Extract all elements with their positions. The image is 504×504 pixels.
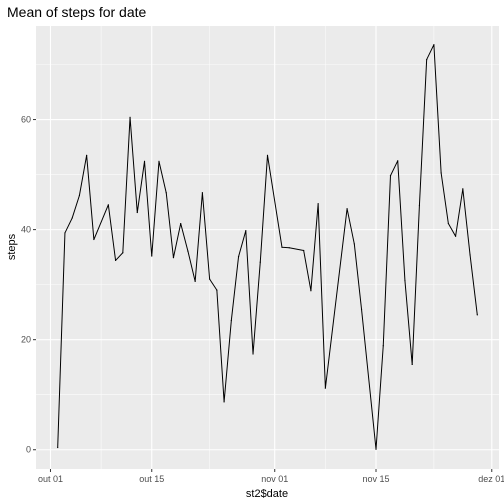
data-point — [318, 203, 319, 204]
x-axis-title: st2$date — [246, 488, 288, 500]
y-tick-label: 20 — [21, 335, 31, 345]
data-point — [144, 161, 145, 162]
data-point — [375, 449, 376, 450]
data-point — [223, 401, 224, 402]
data-point — [231, 320, 232, 321]
data-point — [245, 230, 246, 231]
x-tick-label: dez 01 — [478, 474, 504, 484]
data-point — [404, 280, 405, 281]
data-point — [202, 192, 203, 193]
data-point — [86, 155, 87, 156]
x-tick-label: out 15 — [139, 474, 164, 484]
data-point — [477, 314, 478, 315]
data-point — [469, 254, 470, 255]
data-point — [281, 247, 282, 248]
data-point — [303, 250, 304, 251]
data-point — [173, 257, 174, 258]
data-point — [57, 447, 58, 448]
data-point — [325, 388, 326, 389]
data-point — [93, 239, 94, 240]
chart-title: Mean of steps for date — [7, 4, 147, 20]
data-point — [79, 195, 80, 196]
data-point — [433, 44, 434, 45]
data-point — [419, 205, 420, 206]
data-point — [64, 232, 65, 233]
data-point — [166, 192, 167, 193]
data-point — [72, 217, 73, 218]
data-point — [346, 208, 347, 209]
data-point — [115, 260, 116, 261]
data-point — [122, 252, 123, 253]
plot-panel — [36, 26, 499, 469]
x-tick-label: nov 15 — [363, 474, 390, 484]
data-point — [180, 223, 181, 224]
data-point — [361, 309, 362, 310]
data-point — [397, 160, 398, 161]
data-point — [216, 290, 217, 291]
y-tick-label: 40 — [21, 225, 31, 235]
data-point — [412, 364, 413, 365]
y-axis-title: steps — [6, 233, 18, 260]
x-tick-label: nov 01 — [261, 474, 288, 484]
data-point — [354, 243, 355, 244]
x-tick-label: out 01 — [38, 474, 63, 484]
data-point — [455, 236, 456, 237]
data-point — [238, 256, 239, 257]
data-point — [441, 172, 442, 173]
data-point — [129, 117, 130, 118]
data-point — [310, 290, 311, 291]
data-point — [195, 281, 196, 282]
data-point — [187, 250, 188, 251]
y-tick-label: 60 — [21, 115, 31, 125]
data-point — [158, 161, 159, 162]
data-point — [260, 261, 261, 262]
data-point — [252, 353, 253, 354]
data-point — [267, 155, 268, 156]
data-point — [151, 255, 152, 256]
data-point — [108, 204, 109, 205]
data-point — [209, 279, 210, 280]
data-point — [390, 175, 391, 176]
data-point — [448, 223, 449, 224]
data-point — [137, 212, 138, 213]
y-tick-label: 0 — [26, 445, 31, 455]
data-point — [383, 345, 384, 346]
data-point — [426, 59, 427, 60]
data-point — [462, 188, 463, 189]
data-point — [289, 247, 290, 248]
